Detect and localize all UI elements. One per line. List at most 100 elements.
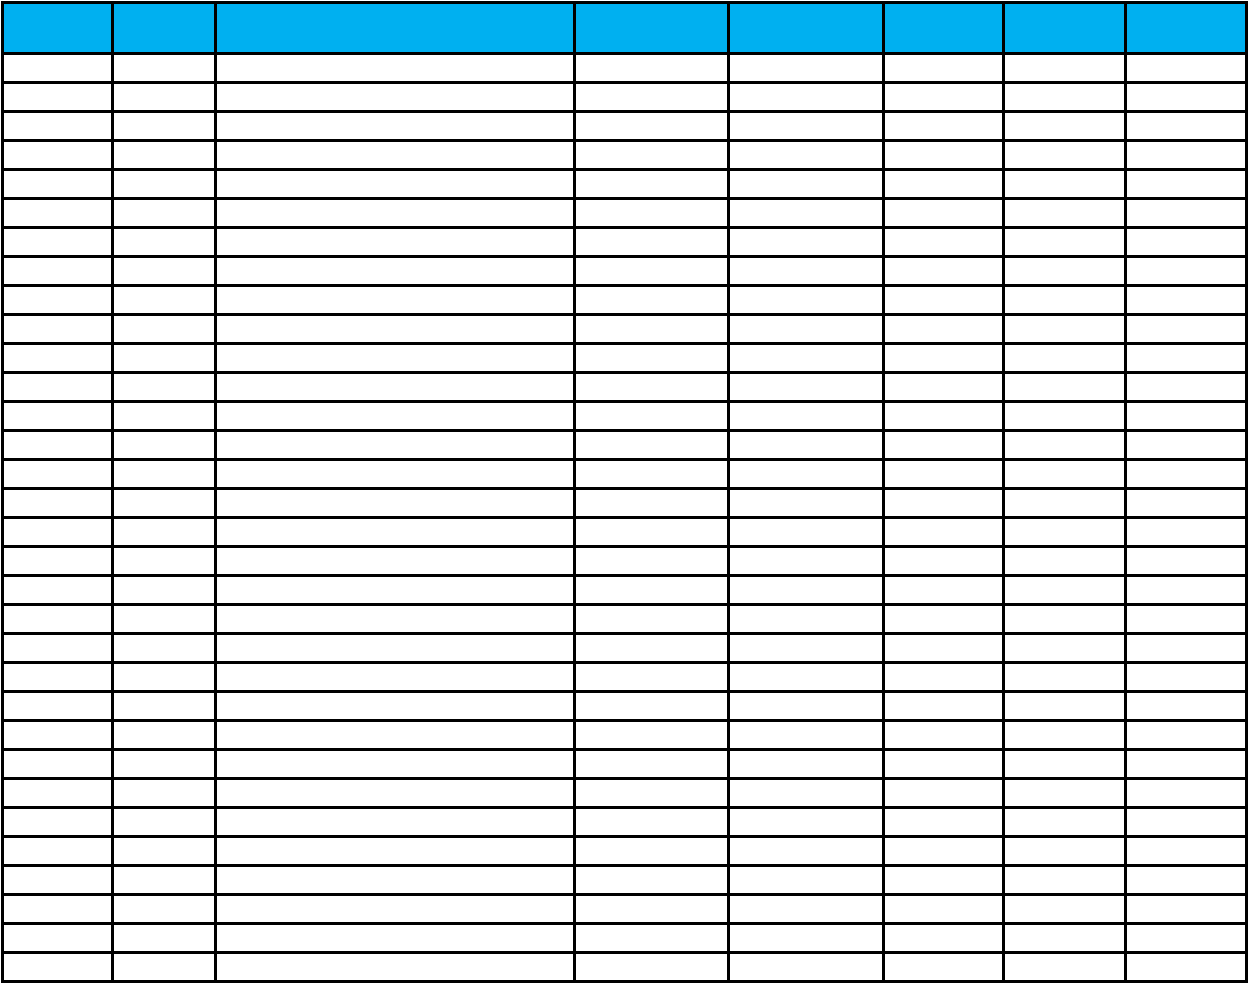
table-cell[interactable] <box>882 777 1006 809</box>
table-cell[interactable] <box>110 864 217 896</box>
table-cell[interactable] <box>110 748 217 780</box>
table-cell[interactable] <box>110 719 217 751</box>
table-cell[interactable] <box>110 922 217 954</box>
table-cell[interactable] <box>1002 110 1128 142</box>
table-cell[interactable] <box>727 52 886 84</box>
table-cell[interactable] <box>572 661 731 693</box>
table-cell[interactable] <box>213 806 576 838</box>
table-cell[interactable] <box>213 777 576 809</box>
table-cell[interactable] <box>727 487 886 519</box>
table-cell[interactable] <box>110 777 217 809</box>
table-cell[interactable] <box>1 226 114 258</box>
table-cell[interactable] <box>1 284 114 316</box>
table-cell[interactable] <box>882 574 1006 606</box>
table-cell[interactable] <box>1124 748 1248 780</box>
table-cell[interactable] <box>213 603 576 635</box>
table-cell[interactable] <box>882 516 1006 548</box>
table-cell[interactable] <box>1002 458 1128 490</box>
table-cell[interactable] <box>213 313 576 345</box>
table-cell[interactable] <box>882 371 1006 403</box>
table-cell[interactable] <box>213 226 576 258</box>
table-cell[interactable] <box>1 922 114 954</box>
table-cell[interactable] <box>1002 342 1128 374</box>
table-cell[interactable] <box>727 661 886 693</box>
table-cell[interactable] <box>1124 661 1248 693</box>
table-cell[interactable] <box>1124 922 1248 954</box>
table-cell[interactable] <box>110 284 217 316</box>
table-cell[interactable] <box>213 371 576 403</box>
table-cell[interactable] <box>110 835 217 867</box>
table-cell[interactable] <box>727 342 886 374</box>
table-cell[interactable] <box>572 284 731 316</box>
table-cell[interactable] <box>572 690 731 722</box>
table-cell[interactable] <box>213 284 576 316</box>
table-cell[interactable] <box>213 168 576 200</box>
table-cell[interactable] <box>1124 545 1248 577</box>
table-cell[interactable] <box>882 864 1006 896</box>
table-cell[interactable] <box>1002 371 1128 403</box>
table-cell[interactable] <box>882 81 1006 113</box>
table-cell[interactable] <box>727 255 886 287</box>
table-cell[interactable] <box>1 197 114 229</box>
table-cell[interactable] <box>727 835 886 867</box>
table-cell[interactable] <box>1002 632 1128 664</box>
table-cell[interactable] <box>110 52 217 84</box>
table-cell[interactable] <box>882 226 1006 258</box>
table-cell[interactable] <box>110 342 217 374</box>
table-cell[interactable] <box>1124 400 1248 432</box>
table-cell[interactable] <box>110 400 217 432</box>
table-cell[interactable] <box>1124 864 1248 896</box>
table-cell[interactable] <box>110 197 217 229</box>
table-cell[interactable] <box>727 458 886 490</box>
table-cell[interactable] <box>1 545 114 577</box>
table-cell[interactable] <box>1 951 114 983</box>
table-cell[interactable] <box>213 487 576 519</box>
table-cell[interactable] <box>572 458 731 490</box>
table-cell[interactable] <box>882 806 1006 838</box>
table-cell[interactable] <box>213 748 576 780</box>
table-cell[interactable] <box>1002 690 1128 722</box>
table-cell[interactable] <box>110 893 217 925</box>
table-cell[interactable] <box>572 226 731 258</box>
table-cell[interactable] <box>1 516 114 548</box>
table-cell[interactable] <box>213 400 576 432</box>
table-cell[interactable] <box>110 806 217 838</box>
table-cell[interactable] <box>1124 516 1248 548</box>
table-cell[interactable] <box>1 806 114 838</box>
table-cell[interactable] <box>572 922 731 954</box>
table-cell[interactable] <box>1 603 114 635</box>
table-cell[interactable] <box>572 168 731 200</box>
table-cell[interactable] <box>882 603 1006 635</box>
table-cell[interactable] <box>727 777 886 809</box>
table-cell[interactable] <box>1 661 114 693</box>
table-cell[interactable] <box>882 835 1006 867</box>
table-cell[interactable] <box>110 429 217 461</box>
table-cell[interactable] <box>1002 313 1128 345</box>
table-cell[interactable] <box>1 371 114 403</box>
table-cell[interactable] <box>213 110 576 142</box>
table-cell[interactable] <box>572 632 731 664</box>
table-cell[interactable] <box>727 922 886 954</box>
table-cell[interactable] <box>1 719 114 751</box>
table-cell[interactable] <box>1002 922 1128 954</box>
table-cell[interactable] <box>882 719 1006 751</box>
table-cell[interactable] <box>1124 777 1248 809</box>
table-cell[interactable] <box>572 603 731 635</box>
table-cell[interactable] <box>727 139 886 171</box>
table-cell[interactable] <box>213 52 576 84</box>
table-cell[interactable] <box>572 313 731 345</box>
table-cell[interactable] <box>572 864 731 896</box>
table-cell[interactable] <box>1124 197 1248 229</box>
table-cell[interactable] <box>110 690 217 722</box>
table-cell[interactable] <box>213 632 576 664</box>
table-cell[interactable] <box>213 951 576 983</box>
table-cell[interactable] <box>882 52 1006 84</box>
table-cell[interactable] <box>1124 226 1248 258</box>
table-cell[interactable] <box>1002 777 1128 809</box>
table-cell[interactable] <box>1 400 114 432</box>
table-cell[interactable] <box>110 545 217 577</box>
table-cell[interactable] <box>1124 139 1248 171</box>
table-cell[interactable] <box>213 864 576 896</box>
table-cell[interactable] <box>213 835 576 867</box>
table-cell[interactable] <box>1124 893 1248 925</box>
